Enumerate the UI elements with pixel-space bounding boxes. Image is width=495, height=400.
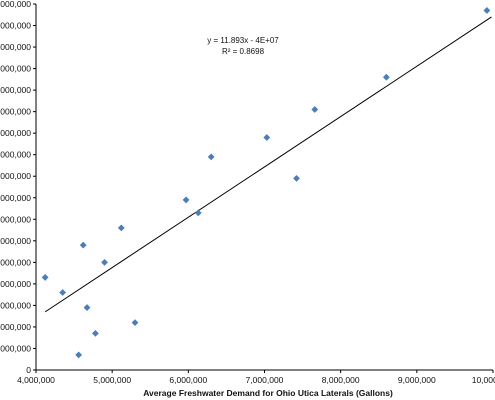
y-tick-label: 10,000,000: [0, 150, 31, 160]
x-tick-label: 9,000,000: [398, 375, 436, 385]
data-point: [41, 274, 49, 281]
data-points: [41, 7, 491, 359]
trendline-r-squared: R² = 0.8698: [222, 47, 265, 56]
y-tick-label: 7,000,000: [0, 214, 31, 224]
data-point: [182, 196, 190, 204]
trendline-equation: y = 11.893x - 4E+07: [207, 36, 279, 45]
y-tick-label: 12,000,000: [0, 107, 31, 117]
x-axis-title: Average Freshwater Demand for Ohio Utica…: [143, 388, 393, 398]
y-tick-label: 16,000,000: [0, 21, 31, 31]
y-tick-label: 2,000,000: [0, 322, 31, 332]
data-point: [382, 73, 390, 81]
x-tick-label: 6,000,000: [169, 375, 207, 385]
y-axis: 0 1,000,000 2,000,000 3,000,000 4,000,000 5,0…: [0, 0, 37, 375]
y-tick-label: 15,000,000: [0, 42, 31, 52]
data-point: [59, 289, 67, 296]
data-point: [79, 241, 87, 249]
y-tick-label: 8,000,000: [0, 193, 31, 203]
x-tick-label: 5,000,000: [93, 375, 131, 385]
y-tick-label: 3,000,000: [0, 300, 31, 310]
y-tick-label: 14,000,000: [0, 64, 31, 74]
data-point: [293, 174, 300, 182]
data-point: [83, 304, 91, 311]
y-tick-label: 9,000,000: [0, 171, 31, 181]
y-tick-label: 4,000,000: [0, 279, 31, 289]
y-tick-label: 0: [26, 365, 31, 375]
linear-trendline: [44, 16, 492, 313]
x-axis: 4,000,000 5,000,000 6,000,000 7,000,000 8,00…: [17, 369, 495, 385]
data-point: [117, 224, 125, 232]
data-point: [483, 7, 491, 14]
data-point: [131, 319, 139, 327]
y-tick-label: 5,000,000: [0, 257, 31, 267]
data-point: [75, 351, 83, 359]
y-tick-label: 1,000,000: [0, 343, 31, 353]
trendline-group: [44, 16, 492, 313]
y-tick-label: 17,000,000: [0, 0, 31, 9]
x-tick-label: 4,000,000: [17, 375, 55, 385]
trendline-annotation: y = 11.893x - 4E+07 R² = 0.8698: [207, 36, 279, 56]
y-tick-label: 6,000,000: [0, 236, 31, 246]
data-point: [101, 258, 108, 266]
x-tick-label: 10,000,000: [472, 375, 495, 385]
data-point: [194, 209, 202, 217]
data-point: [207, 153, 215, 161]
y-tick-label: 11,000,000: [0, 128, 31, 138]
y-tick-label: 13,000,000: [0, 85, 31, 95]
x-tick-label: 7,000,000: [246, 375, 284, 385]
data-point: [311, 106, 319, 113]
data-point: [92, 330, 99, 337]
data-point: [263, 134, 271, 141]
x-tick-label: 8,000,000: [322, 375, 360, 385]
